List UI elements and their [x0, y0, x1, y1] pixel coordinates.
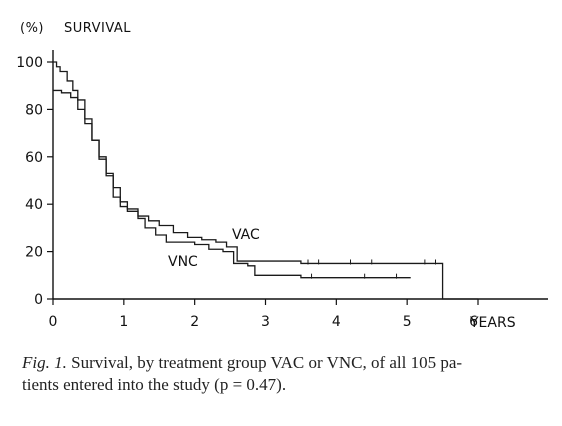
x-tick-label: 3	[261, 314, 270, 330]
series-line-vnc	[53, 89, 411, 279]
x-tick-label: 1	[119, 314, 128, 330]
y-tick-label: 60	[25, 150, 43, 166]
caption-figure-label: Fig. 1.	[22, 353, 67, 372]
axes: 0 20 40 60 80 100 0 1 2 3 4 5 6	[16, 50, 548, 330]
y-tick-label: 20	[25, 245, 43, 261]
caption-text: Survival, by treatment group VAC or VNC,…	[71, 353, 463, 372]
y-axis-unit-label: (%)	[20, 21, 44, 36]
chart-title: SURVIVAL	[64, 21, 131, 36]
y-tick-label: 0	[34, 292, 43, 308]
y-tick-label: 80	[25, 102, 43, 118]
x-tick-label: 6	[469, 314, 478, 330]
y-tick-label: 40	[25, 197, 43, 213]
x-axis-unit-label: YEARS	[469, 315, 516, 331]
x-tick-label: 2	[190, 314, 199, 330]
series-label-vnc: VNC	[168, 254, 198, 270]
series-label-vac: VAC	[232, 227, 260, 243]
caption-text-line2: tients entered into the study (p = 0.47)…	[22, 375, 287, 394]
y-tick-label: 100	[16, 55, 43, 71]
series-layer: VAC VNC	[53, 61, 478, 300]
series-line-vac	[53, 61, 478, 300]
figure-caption: Fig. 1. Survival, by treatment group VAC…	[22, 352, 552, 396]
x-tick-label: 0	[49, 314, 58, 330]
x-tick-label: 5	[403, 314, 412, 330]
x-tick-label: 4	[332, 314, 341, 330]
